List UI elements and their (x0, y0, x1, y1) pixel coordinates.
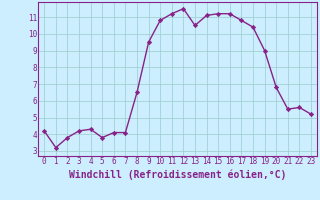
X-axis label: Windchill (Refroidissement éolien,°C): Windchill (Refroidissement éolien,°C) (69, 169, 286, 180)
